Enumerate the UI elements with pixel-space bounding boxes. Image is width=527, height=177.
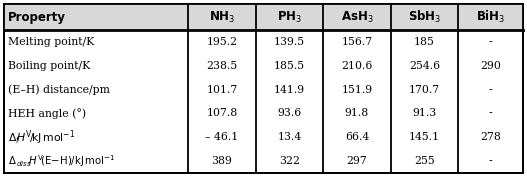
Text: $\Delta_f\!H^{\rm V}\!/\!{\rm kJ\,mol}^{-1}$: $\Delta_f\!H^{\rm V}\!/\!{\rm kJ\,mol}^{… [8, 128, 75, 147]
Text: 210.6: 210.6 [341, 61, 373, 71]
Text: 322: 322 [279, 156, 300, 166]
Text: 185: 185 [414, 37, 435, 47]
Text: -: - [489, 85, 492, 95]
Text: 255: 255 [414, 156, 435, 166]
Text: SbH$_3$: SbH$_3$ [408, 9, 441, 25]
Text: 93.6: 93.6 [277, 109, 301, 118]
Text: 145.1: 145.1 [409, 132, 440, 142]
Text: 13.4: 13.4 [277, 132, 301, 142]
Text: 170.7: 170.7 [409, 85, 440, 95]
Bar [4, 4, 523, 30]
Text: $\Delta_{\,diss}\!H^{\rm V}\!({\rm E{-}H})/{\rm kJ\,mol}^{-1}$: $\Delta_{\,diss}\!H^{\rm V}\!({\rm E{-}H… [8, 153, 115, 169]
Text: 139.5: 139.5 [274, 37, 305, 47]
Text: 238.5: 238.5 [207, 61, 238, 71]
Text: 141.9: 141.9 [274, 85, 305, 95]
Text: HEH angle (°): HEH angle (°) [8, 108, 86, 119]
Text: -: - [489, 37, 492, 47]
Text: Melting point/K: Melting point/K [8, 37, 94, 47]
Text: – 46.1: – 46.1 [206, 132, 239, 142]
Text: 156.7: 156.7 [341, 37, 373, 47]
Text: 290: 290 [480, 61, 501, 71]
Text: 151.9: 151.9 [341, 85, 373, 95]
Text: 195.2: 195.2 [207, 37, 238, 47]
Text: -: - [489, 109, 492, 118]
Text: 91.8: 91.8 [345, 109, 369, 118]
Text: 101.7: 101.7 [207, 85, 238, 95]
Text: AsH$_3$: AsH$_3$ [340, 9, 373, 25]
Text: Boiling point/K: Boiling point/K [8, 61, 90, 71]
Text: 185.5: 185.5 [274, 61, 305, 71]
Text: Property: Property [8, 10, 66, 24]
Text: 107.8: 107.8 [207, 109, 238, 118]
Text: 389: 389 [211, 156, 232, 166]
Text: 91.3: 91.3 [412, 109, 436, 118]
Text: NH$_3$: NH$_3$ [209, 9, 235, 25]
Text: 297: 297 [347, 156, 367, 166]
Text: 278: 278 [480, 132, 501, 142]
Text: BiH$_3$: BiH$_3$ [476, 9, 505, 25]
Text: 254.6: 254.6 [409, 61, 440, 71]
Text: (E–H) distance/pm: (E–H) distance/pm [8, 84, 110, 95]
Text: PH$_3$: PH$_3$ [277, 9, 302, 25]
Text: 66.4: 66.4 [345, 132, 369, 142]
Text: -: - [489, 156, 492, 166]
